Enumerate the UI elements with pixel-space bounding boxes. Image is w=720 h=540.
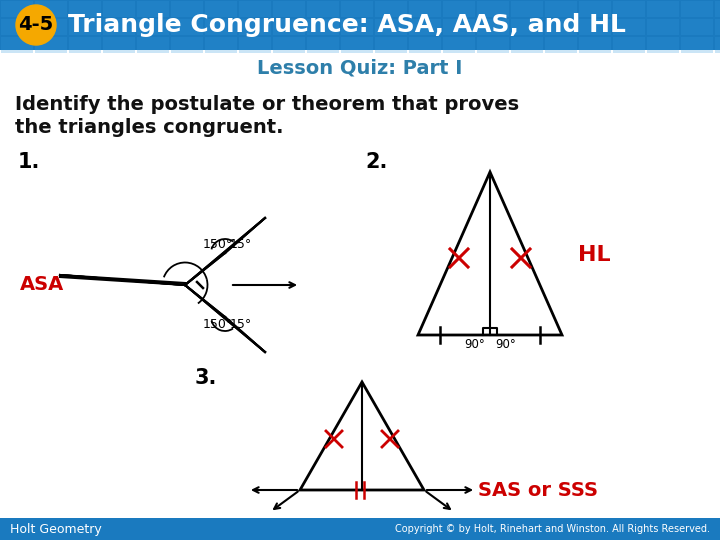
Bar [579, 1, 611, 17]
Bar [307, 37, 339, 53]
Bar [273, 37, 305, 53]
Bar [69, 37, 101, 53]
Bar [35, 1, 67, 17]
Bar [273, 1, 305, 17]
Bar [69, 19, 101, 35]
Bar [579, 37, 611, 53]
Bar [477, 19, 509, 35]
Bar [137, 1, 169, 17]
Text: 90°: 90° [495, 338, 516, 351]
Bar [171, 37, 203, 53]
Bar [647, 19, 679, 35]
Bar [613, 19, 645, 35]
Bar [171, 19, 203, 35]
Bar [715, 1, 720, 17]
Bar [647, 37, 679, 53]
Circle shape [16, 5, 56, 45]
Bar [477, 1, 509, 17]
Text: 1.: 1. [18, 152, 40, 172]
Bar [307, 19, 339, 35]
Bar [103, 19, 135, 35]
Text: 150°: 150° [203, 239, 233, 252]
Bar [69, 1, 101, 17]
Bar [511, 1, 543, 17]
Bar [239, 1, 271, 17]
Text: Copyright © by Holt, Rinehart and Winston. All Rights Reserved.: Copyright © by Holt, Rinehart and Winsto… [395, 524, 710, 534]
Text: 150°: 150° [203, 319, 233, 332]
Bar [375, 19, 407, 35]
Text: 4-5: 4-5 [19, 16, 53, 35]
Bar [205, 37, 237, 53]
Bar [409, 1, 441, 17]
Bar [477, 37, 509, 53]
Bar [647, 1, 679, 17]
Bar [205, 19, 237, 35]
Bar [35, 19, 67, 35]
Bar [35, 37, 67, 53]
Bar [409, 19, 441, 35]
Text: 2.: 2. [365, 152, 387, 172]
Bar [545, 1, 577, 17]
Bar [1, 19, 33, 35]
Bar [103, 37, 135, 53]
Bar [681, 37, 713, 53]
Bar [443, 19, 475, 35]
Text: Triangle Congruence: ASA, AAS, and HL: Triangle Congruence: ASA, AAS, and HL [68, 13, 626, 37]
Bar [341, 37, 373, 53]
Bar [239, 37, 271, 53]
Text: 90°: 90° [464, 338, 485, 351]
Bar [307, 1, 339, 17]
Bar [1, 1, 33, 17]
Text: Lesson Quiz: Part I: Lesson Quiz: Part I [257, 58, 463, 78]
Bar [409, 37, 441, 53]
Bar [545, 19, 577, 35]
Bar [103, 1, 135, 17]
Bar [613, 37, 645, 53]
Bar [511, 19, 543, 35]
Text: ASA: ASA [20, 275, 64, 294]
Text: the triangles congruent.: the triangles congruent. [15, 118, 284, 137]
Bar [341, 1, 373, 17]
Bar [681, 19, 713, 35]
Text: 3.: 3. [195, 368, 217, 388]
Bar [545, 37, 577, 53]
Bar [205, 1, 237, 17]
Bar [171, 1, 203, 17]
Bar [715, 37, 720, 53]
Bar [443, 37, 475, 53]
Bar [511, 37, 543, 53]
Text: Holt Geometry: Holt Geometry [10, 523, 102, 536]
Bar [239, 19, 271, 35]
Text: 15°: 15° [230, 319, 252, 332]
Bar [579, 19, 611, 35]
Bar [1, 37, 33, 53]
Bar [0, 0, 720, 50]
Bar [341, 19, 373, 35]
Text: Identify the postulate or theorem that proves: Identify the postulate or theorem that p… [15, 95, 519, 114]
Polygon shape [185, 253, 270, 317]
Bar [681, 1, 713, 17]
Bar [375, 37, 407, 53]
Bar [375, 1, 407, 17]
Text: HL: HL [578, 245, 611, 265]
Bar [273, 19, 305, 35]
Text: 15°: 15° [230, 239, 252, 252]
Text: SAS or SSS: SAS or SSS [478, 481, 598, 500]
Bar [443, 1, 475, 17]
Bar [137, 37, 169, 53]
Bar [613, 1, 645, 17]
Bar [137, 19, 169, 35]
Bar [0, 518, 720, 540]
Bar [715, 19, 720, 35]
